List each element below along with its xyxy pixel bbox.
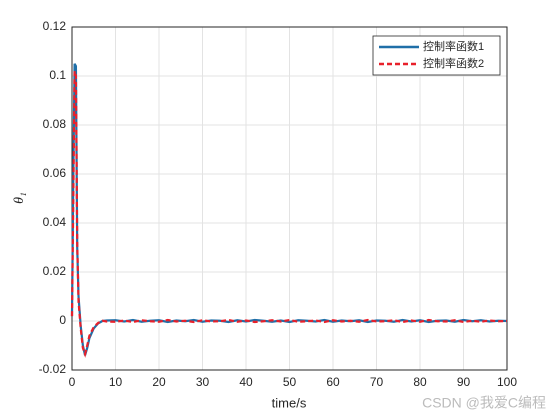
y-tick-label: -0.02 <box>39 362 67 376</box>
y-tick-label: 0.1 <box>49 68 66 82</box>
x-tick-label: 60 <box>326 375 340 389</box>
x-tick-label: 0 <box>69 375 76 389</box>
y-tick-label: 0.06 <box>43 166 67 180</box>
legend-box <box>372 35 501 76</box>
y-tick-label: 0.02 <box>43 264 67 278</box>
series-line <box>70 70 508 358</box>
y-tick-label: 0.04 <box>43 215 67 229</box>
x-tick-label: 30 <box>196 375 210 389</box>
x-tick-label: 10 <box>109 375 123 389</box>
legend-label: 控制率函数2 <box>423 56 484 70</box>
x-tick-label: 80 <box>413 375 427 389</box>
y-tick-label: 0 <box>59 313 66 327</box>
y-axis-label: θ₁ <box>12 192 27 204</box>
x-tick-label: 40 <box>239 375 253 389</box>
x-tick-label: 70 <box>370 375 384 389</box>
x-tick-label: 90 <box>457 375 471 389</box>
x-tick-label: 50 <box>283 375 297 389</box>
x-tick-label: 100 <box>497 375 517 389</box>
x-axis-label: time/s <box>272 395 307 410</box>
y-tick-label: 0.08 <box>43 117 67 131</box>
x-tick-label: 20 <box>152 375 166 389</box>
watermark: CSDN @我爱C编程 <box>422 395 546 411</box>
y-tick-label: 0.12 <box>43 19 67 33</box>
legend-label: 控制率函数1 <box>423 39 484 53</box>
